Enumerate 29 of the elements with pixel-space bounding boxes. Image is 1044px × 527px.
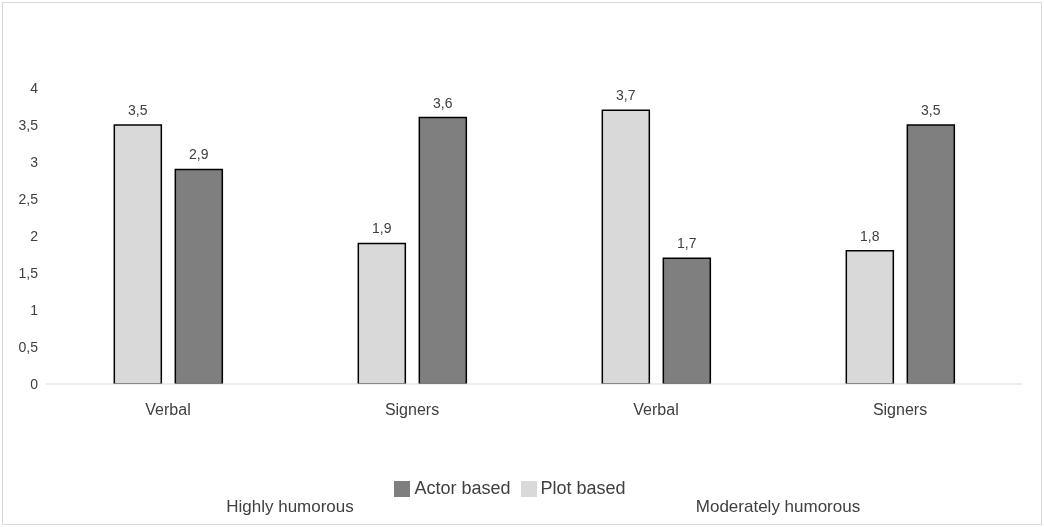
data-label: 1,8 — [860, 227, 880, 244]
bar — [906, 124, 956, 384]
y-tick-label: 3 — [30, 153, 39, 170]
y-tick-label: 1 — [30, 301, 39, 318]
data-label: 3,5 — [128, 102, 148, 118]
y-tick-label: 3,5 — [18, 116, 39, 133]
bar — [662, 257, 712, 384]
y-tick-label: 0,5 — [18, 338, 39, 355]
x-tick-label: Verbal — [633, 401, 679, 419]
y-tick-label: 4 — [30, 79, 39, 96]
legend-label: Actor based — [414, 478, 511, 498]
data-label: 3,5 — [921, 102, 941, 118]
legend-label: Plot based — [540, 478, 626, 498]
text: Highly humorous — [225, 497, 355, 517]
y-tick-label: 2 — [30, 227, 39, 244]
data-label: 3,6 — [433, 94, 453, 111]
data-label: 2,9 — [189, 146, 209, 163]
data-label: 1,9 — [372, 220, 392, 237]
bar — [418, 116, 468, 384]
y-tick-label: 2,5 — [18, 190, 39, 207]
x-tick-label: Signers — [872, 401, 928, 419]
data-label: 3,7 — [616, 87, 636, 104]
x-tick-label: Verbal — [145, 401, 191, 419]
text: Moderately humorous — [694, 497, 862, 517]
y-tick-label: 1,5 — [18, 264, 39, 281]
x-tick-label: Signers — [384, 401, 440, 419]
y-tick-label: 0 — [30, 375, 39, 392]
bar — [174, 168, 224, 384]
data-label: 1,7 — [677, 235, 697, 252]
